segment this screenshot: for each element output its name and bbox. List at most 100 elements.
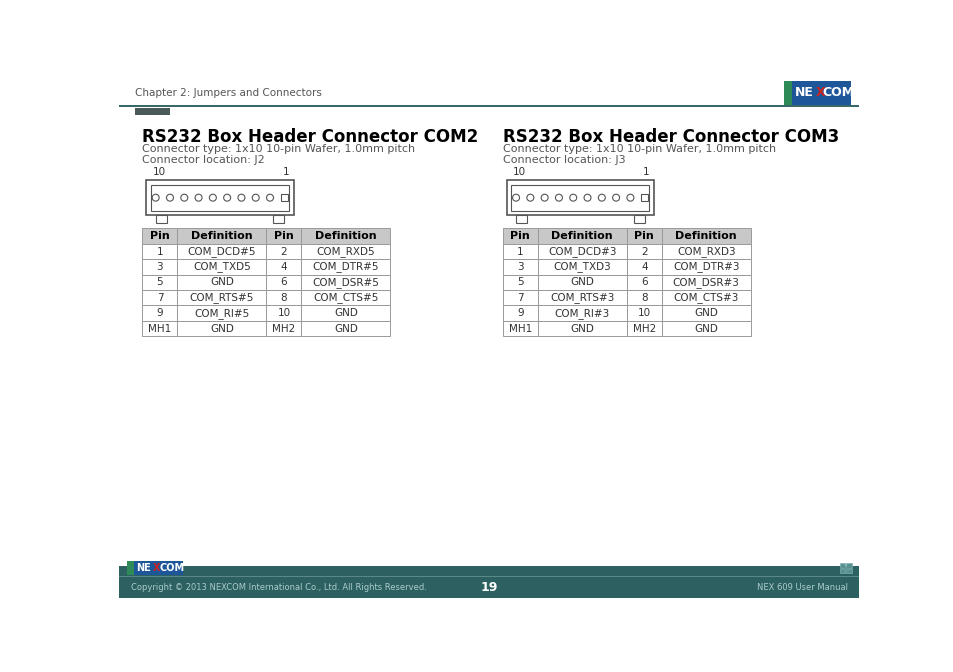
Text: X: X	[815, 87, 824, 99]
Text: MH2: MH2	[272, 324, 295, 333]
Bar	[502, 321, 537, 336]
Text: 2: 2	[280, 247, 287, 257]
Bar	[266, 244, 301, 259]
Circle shape	[598, 194, 604, 201]
Bar	[626, 244, 661, 259]
Text: 6: 6	[640, 278, 647, 288]
Bar	[661, 244, 750, 259]
Circle shape	[266, 194, 274, 201]
Text: 9: 9	[517, 308, 523, 318]
Text: 1: 1	[282, 167, 289, 177]
Bar	[146, 180, 294, 216]
Text: 1: 1	[517, 247, 523, 257]
Bar	[177, 275, 266, 290]
Text: COM_RXD5: COM_RXD5	[316, 246, 375, 257]
Text: Definition: Definition	[551, 231, 613, 241]
Text: COM_RTS#3: COM_RTS#3	[550, 292, 614, 303]
Text: Connector location: J3: Connector location: J3	[502, 155, 625, 165]
Text: 3: 3	[517, 262, 523, 272]
Text: GND: GND	[570, 324, 594, 333]
Text: NE: NE	[135, 563, 151, 573]
Bar	[511, 185, 649, 211]
Bar	[537, 259, 626, 275]
Text: MH1: MH1	[508, 324, 532, 333]
Bar	[840, 563, 844, 568]
Bar	[661, 290, 750, 306]
Bar	[626, 290, 661, 306]
Text: 7: 7	[517, 293, 523, 303]
Bar	[537, 228, 626, 244]
Text: Connector type: 1x10 10-pin Wafer, 1.0mm pitch: Connector type: 1x10 10-pin Wafer, 1.0mm…	[502, 144, 775, 154]
Bar	[119, 106, 858, 107]
Text: 7: 7	[156, 293, 163, 303]
Text: 5: 5	[156, 278, 163, 288]
Circle shape	[626, 194, 633, 201]
Bar	[633, 216, 644, 223]
Bar	[301, 290, 390, 306]
Bar	[626, 321, 661, 336]
Bar	[661, 306, 750, 321]
Text: COM_CTS#3: COM_CTS#3	[673, 292, 739, 303]
Circle shape	[180, 194, 188, 201]
Bar	[177, 228, 266, 244]
Bar	[274, 216, 284, 223]
Text: GND: GND	[694, 308, 718, 318]
Text: COM_DCD#5: COM_DCD#5	[188, 246, 256, 257]
Text: 10: 10	[638, 308, 650, 318]
Text: COM_DTR#3: COM_DTR#3	[673, 261, 739, 272]
Text: RS232 Box Header Connector COM3: RS232 Box Header Connector COM3	[502, 128, 839, 146]
Text: NEX 609 User Manual: NEX 609 User Manual	[756, 583, 847, 592]
Text: COM_DSR#3: COM_DSR#3	[672, 277, 739, 288]
Text: MH2: MH2	[632, 324, 656, 333]
Bar	[177, 244, 266, 259]
Bar	[301, 244, 390, 259]
Bar	[177, 306, 266, 321]
Text: GND: GND	[694, 324, 718, 333]
Text: 10: 10	[277, 308, 291, 318]
Text: 1: 1	[642, 167, 649, 177]
Circle shape	[252, 194, 259, 201]
Circle shape	[167, 194, 173, 201]
Bar	[845, 569, 851, 573]
Text: 3: 3	[156, 262, 163, 272]
Bar	[502, 228, 537, 244]
Bar	[301, 306, 390, 321]
Text: GND: GND	[210, 324, 233, 333]
Bar	[640, 194, 647, 201]
Text: COM_DCD#3: COM_DCD#3	[547, 246, 616, 257]
Bar	[506, 180, 654, 216]
Bar	[502, 275, 537, 290]
Bar	[301, 275, 390, 290]
Bar	[142, 290, 177, 306]
Text: GND: GND	[570, 278, 594, 288]
Circle shape	[526, 194, 534, 201]
Bar	[783, 81, 850, 105]
Circle shape	[223, 194, 231, 201]
Bar	[127, 561, 183, 575]
Bar	[516, 216, 526, 223]
Bar	[626, 275, 661, 290]
Bar	[266, 228, 301, 244]
Bar	[661, 259, 750, 275]
Bar	[142, 275, 177, 290]
Bar	[626, 228, 661, 244]
Text: 8: 8	[640, 293, 647, 303]
Text: Pin: Pin	[274, 231, 294, 241]
Text: RS232 Box Header Connector COM2: RS232 Box Header Connector COM2	[142, 128, 478, 146]
Bar	[537, 306, 626, 321]
Bar	[626, 259, 661, 275]
Text: 9: 9	[156, 308, 163, 318]
Bar	[537, 275, 626, 290]
Text: COM_DTR#5: COM_DTR#5	[313, 261, 378, 272]
Text: COM_DSR#5: COM_DSR#5	[313, 277, 379, 288]
Bar	[661, 275, 750, 290]
Bar	[266, 306, 301, 321]
Bar	[151, 185, 289, 211]
Text: 10: 10	[513, 167, 525, 177]
Bar	[301, 321, 390, 336]
Bar	[502, 244, 537, 259]
Circle shape	[540, 194, 548, 201]
Text: GND: GND	[334, 308, 357, 318]
Circle shape	[209, 194, 216, 201]
Circle shape	[194, 194, 202, 201]
